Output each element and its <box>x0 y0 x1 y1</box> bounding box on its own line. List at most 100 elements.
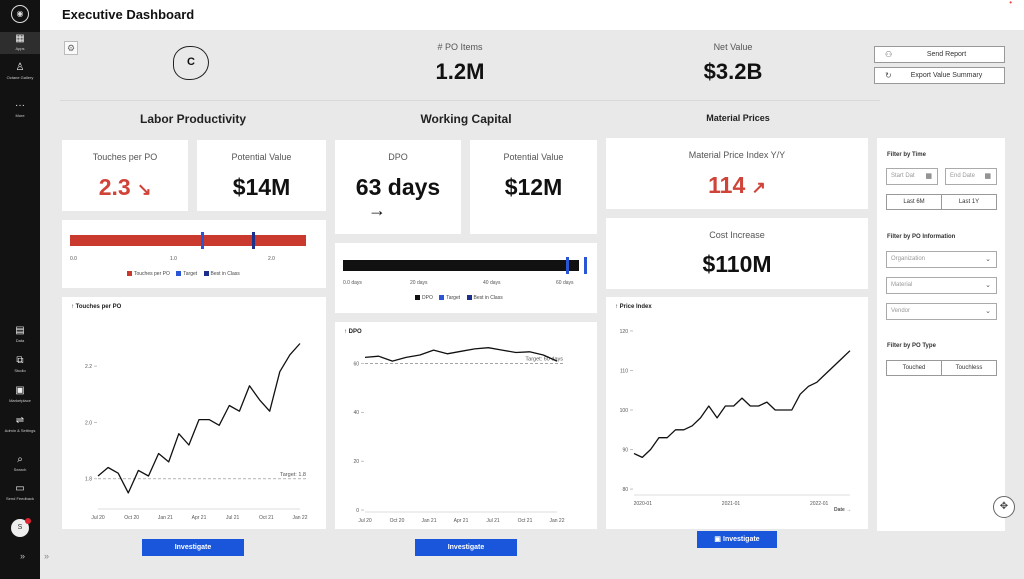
sidebar-item-feedback[interactable]: ▭ Send Feedback <box>0 483 40 502</box>
material-placeholder: Material <box>891 282 913 288</box>
net-value-label: Net Value <box>713 42 753 52</box>
chart-title-text: DPO <box>348 329 362 335</box>
y-tick-label: 120 <box>620 329 629 335</box>
platform-logo-icon[interactable]: ◉ <box>11 5 29 23</box>
bar-tick-label: 2.0 <box>268 256 275 262</box>
legend-swatch <box>466 295 472 301</box>
studio-icon: ⧉ <box>16 355 24 366</box>
legend-entry: Target <box>183 271 198 277</box>
y-tick-label: 60 <box>353 361 359 367</box>
legend-entry: Best in Class <box>473 295 503 301</box>
filter-po-type-title: Filter by PO Type <box>887 343 936 349</box>
price-index-line-chart: 120 110 100 90 80 2020-01 2021-01 2022-01 <box>620 329 851 507</box>
y-tick-label: 100 <box>620 408 629 414</box>
start-date-placeholder: Start Dat <box>891 173 915 179</box>
x-tick-label: Jul 20 <box>91 515 105 521</box>
export-icon: ↻ <box>885 71 892 80</box>
end-date-field[interactable]: End Date ▦ <box>945 168 997 185</box>
cost-increase-value: $110M <box>702 251 772 277</box>
calendar-icon: ▦ <box>925 173 932 180</box>
navigate-icon[interactable]: ✥ <box>993 496 1015 518</box>
last-6m-button[interactable]: Last 6M <box>886 194 942 210</box>
send-report-button[interactable]: ⚇ Send Report <box>874 46 1005 63</box>
investigate-material-button[interactable]: ▣ Investigate <box>697 531 777 548</box>
y-tick-label: 80 <box>622 487 628 493</box>
filter-panel: Filter by Time Start Dat ▦ End Date ▦ La… <box>877 138 1005 531</box>
dpo-target-marker <box>566 257 569 274</box>
calendar-icon: ▦ <box>984 173 991 180</box>
cost-increase-label: Cost Increase <box>709 230 765 240</box>
sidebar-item-label: More <box>15 113 25 118</box>
start-date-field[interactable]: Start Dat ▦ <box>886 168 938 185</box>
sidebar-item-search[interactable]: ⌕ Search <box>0 454 40 473</box>
touches-line-chart: 2.2 2.0 1.8 Jul 20 Oct 20 Jan 21 Apr 21 Jul 21 O… <box>85 343 308 521</box>
touches-per-po-card: Touches per PO 2.3 ↘ <box>62 140 188 211</box>
price-index-chart-title: ↑ Price Index <box>615 304 652 310</box>
price-index-chart-card: ↑ Price Index 120 110 100 90 80 2020-01 2021-0… <box>606 297 868 529</box>
sidebar-item-label: Marketplace <box>9 398 31 403</box>
feedback-icon: ▭ <box>15 483 25 494</box>
sidebar-item-more[interactable]: ··· More <box>0 100 40 119</box>
series-line <box>633 350 851 459</box>
section-title-material: Material Prices <box>706 113 770 123</box>
legend-entry: Touches per PO <box>134 271 170 277</box>
last-1y-button[interactable]: Last 1Y <box>941 194 997 210</box>
expand-sidebar-icon[interactable]: » <box>20 551 26 561</box>
section-title-labor: Labor Productivity <box>139 112 246 126</box>
avatar[interactable]: S <box>11 519 29 537</box>
potential-value-label: Potential Value <box>231 152 292 162</box>
legend-entry: DPO <box>422 295 433 301</box>
working-potential-value-card: Potential Value $12M <box>470 140 597 234</box>
more-icon: ··· <box>15 100 25 111</box>
sidebar-item-admin[interactable]: ⇌ Admin & Settings <box>0 415 40 434</box>
gear-icon[interactable]: ⚙ <box>64 41 78 55</box>
sidebar-active-highlight <box>0 32 40 54</box>
organization-select[interactable]: Organization ⌄ <box>886 251 997 268</box>
bar-tick-label: 1.0 <box>170 256 177 262</box>
y-tick-label: 110 <box>620 368 628 374</box>
expand-panel-icon[interactable]: » <box>44 551 50 561</box>
export-value-summary-button[interactable]: ↻ Export Value Summary <box>874 67 1005 84</box>
potential-value-label: Potential Value <box>503 152 564 162</box>
legend-entry: Best in Class <box>210 271 240 277</box>
index-value-text: 114 <box>708 172 746 198</box>
settings-icon: ⇌ <box>15 415 25 426</box>
touchless-button[interactable]: Touchless <box>941 360 997 376</box>
dpo-best-marker <box>584 257 587 274</box>
touches-per-po-value: 2.3 ↘ <box>62 174 188 201</box>
section-title-working: Working Capital <box>420 112 512 126</box>
touched-button[interactable]: Touched <box>886 360 942 376</box>
y-tick-label: 20 <box>353 459 359 465</box>
legend-swatch <box>439 295 445 301</box>
organization-placeholder: Organization <box>891 256 926 262</box>
material-price-index-card: Material Price Index Y/Y 114 ↗ <box>606 138 868 209</box>
investigate-labor-button[interactable]: Investigate <box>142 539 244 556</box>
y-tick-label: 0 <box>356 508 359 514</box>
touches-chart-card: ↑ Touches per PO 2.2 2.0 1.8 Jul 20 Oct 20 Ja… <box>62 297 326 529</box>
trend-down-icon: ↘ <box>137 180 152 199</box>
vendor-placeholder: Vendor <box>891 308 911 314</box>
gallery-icon: ♙ <box>15 62 25 73</box>
sidebar-item-apps[interactable]: ▦ Apps <box>0 34 40 52</box>
vendor-select[interactable]: Vendor ⌄ <box>886 303 997 320</box>
x-tick-label: Jan 22 <box>549 518 564 524</box>
sidebar-item-gallery[interactable]: ♙ Octane Gallery <box>0 62 40 81</box>
x-tick-label: Jul 21 <box>226 515 240 521</box>
sidebar-item-marketplace[interactable]: ▣ Marketplace <box>0 385 40 404</box>
sidebar-item-studio[interactable]: ⧉ Studio <box>0 355 40 374</box>
material-select[interactable]: Material ⌄ <box>886 277 997 294</box>
x-tick-label: Oct 21 <box>518 518 533 524</box>
marketplace-icon: ▣ <box>15 385 25 396</box>
potential-value-value: $14M <box>232 174 291 200</box>
sidebar-item-label: Send Feedback <box>5 496 35 501</box>
legend-swatch <box>176 271 182 277</box>
x-tick-label: 2021-01 <box>722 501 741 507</box>
y-tick-label: 40 <box>353 410 359 416</box>
sidebar-item-data[interactable]: ▤ Data <box>0 326 40 344</box>
y-tick-label: 1.8 <box>85 477 92 483</box>
search-icon: ⌕ <box>17 454 23 465</box>
dpo-bar-fill <box>343 260 579 271</box>
material-price-index-label: Material Price Index Y/Y <box>688 150 786 160</box>
investigate-working-button[interactable]: Investigate <box>415 539 517 556</box>
